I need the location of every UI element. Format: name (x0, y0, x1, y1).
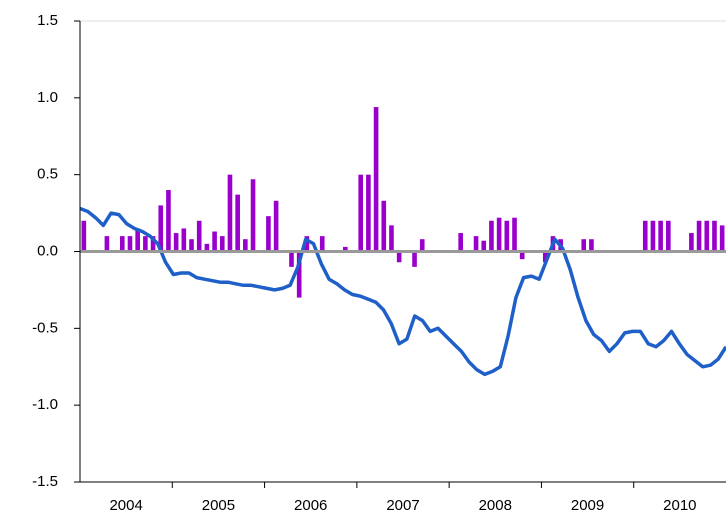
bar (704, 220, 710, 252)
bar (412, 251, 417, 267)
bar (243, 239, 248, 252)
y-tick-label: 1.0 (37, 89, 58, 106)
bar (135, 228, 140, 252)
y-tick-label: -1.5 (32, 473, 58, 490)
bar (650, 220, 656, 252)
bar (712, 220, 717, 252)
bar (589, 239, 594, 252)
bar (481, 240, 487, 252)
bar (719, 225, 725, 252)
bar (689, 233, 694, 252)
bar (219, 236, 225, 252)
bar (381, 200, 387, 252)
bar (496, 217, 502, 252)
bar (266, 216, 271, 252)
x-tick-label: 2004 (109, 497, 142, 514)
bar (373, 107, 379, 252)
line (79, 206, 726, 377)
x-tick-label: 2005 (202, 497, 235, 514)
bar (181, 228, 187, 252)
bar (343, 246, 348, 252)
bar (512, 217, 517, 252)
x-tick-label: 2007 (386, 497, 419, 514)
bar (489, 220, 494, 252)
x-tick-label: 2006 (294, 497, 327, 514)
y-tick-label: -1.0 (32, 396, 58, 413)
bar (81, 220, 87, 252)
bar (204, 243, 210, 252)
bar (458, 233, 463, 252)
bar (389, 225, 394, 252)
y-tick-label: -0.5 (32, 319, 58, 336)
y-tick-label: 1.5 (37, 12, 58, 29)
bar (119, 236, 125, 252)
bar (504, 220, 510, 252)
bar (419, 239, 425, 252)
bar (127, 236, 133, 252)
bar (358, 174, 364, 252)
x-tick-label: 2010 (663, 497, 696, 514)
bar (212, 231, 217, 252)
bar (696, 220, 702, 252)
bar (296, 251, 302, 298)
bar (396, 251, 402, 263)
bar (158, 205, 164, 252)
bar (289, 251, 294, 267)
bar (319, 236, 325, 252)
bar (273, 200, 279, 252)
bar (542, 251, 548, 263)
bar (173, 233, 179, 252)
bar (235, 194, 240, 252)
bar (473, 236, 479, 252)
bar (196, 220, 202, 252)
bar (166, 190, 171, 252)
y-tick-label: 0.0 (37, 242, 58, 259)
bar (250, 179, 256, 252)
bar (366, 174, 371, 252)
bar (304, 236, 310, 252)
bar (227, 174, 233, 252)
bar (642, 220, 648, 252)
x-tick-label: 2009 (571, 497, 604, 514)
bar (519, 251, 525, 260)
bar (150, 236, 156, 252)
bar (581, 239, 587, 252)
bar (658, 220, 663, 252)
y-tick-label: 0.5 (37, 166, 58, 183)
bar (104, 236, 110, 252)
x-tick-label: 2008 (479, 497, 512, 514)
bar (143, 236, 148, 252)
bar (189, 239, 194, 252)
bar (666, 220, 671, 252)
